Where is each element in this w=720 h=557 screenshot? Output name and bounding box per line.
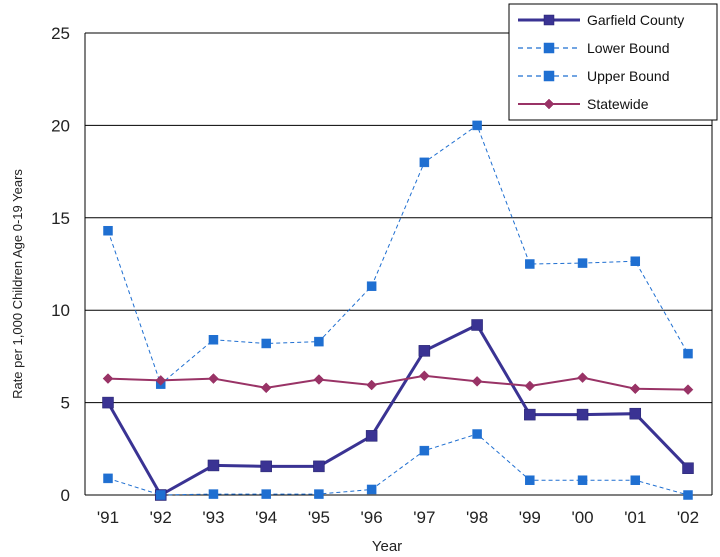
x-tick-label: '92	[150, 508, 172, 527]
x-tick-label: '94	[255, 508, 277, 527]
data-point	[630, 475, 641, 485]
legend-entry: Lower Bound	[518, 40, 670, 56]
data-point	[102, 373, 114, 384]
y-tick-label: 20	[51, 116, 70, 135]
data-point	[472, 429, 482, 439]
data-point	[629, 383, 641, 395]
data-point	[418, 345, 431, 357]
series-garfield-county	[102, 319, 694, 501]
legend-label: Statewide	[587, 96, 649, 112]
y-tick-label: 10	[51, 301, 70, 320]
data-point	[525, 259, 535, 269]
data-point	[314, 489, 324, 499]
data-point	[208, 335, 219, 345]
data-point	[419, 157, 430, 168]
legend-entry: Garfield County	[518, 12, 684, 28]
data-point	[682, 462, 694, 474]
data-point	[155, 375, 167, 386]
legend-marker	[543, 42, 555, 54]
data-point	[365, 430, 378, 442]
data-point	[472, 120, 482, 131]
legend-entry: Statewide	[518, 96, 649, 112]
y-tick-labels: 0 5 10 15 20 25	[51, 24, 70, 505]
x-tick-label: '97	[413, 508, 435, 527]
series-line	[106, 323, 690, 498]
data-point	[314, 336, 324, 347]
series-upper-bound	[103, 120, 693, 389]
y-tick-label: 15	[51, 209, 70, 228]
data-point	[683, 490, 693, 500]
data-point	[261, 338, 271, 349]
data-point	[576, 408, 589, 421]
data-point	[629, 407, 642, 420]
legend-marker	[543, 14, 555, 26]
data-point	[524, 380, 536, 392]
data-point	[103, 473, 113, 484]
legend-label: Upper Bound	[587, 68, 670, 84]
grid-lines	[85, 32, 712, 404]
legend-label: Lower Bound	[587, 40, 670, 56]
y-tick-label: 25	[51, 24, 70, 43]
data-point	[682, 384, 694, 396]
data-point	[102, 396, 114, 409]
data-point	[419, 445, 430, 456]
data-point	[261, 489, 271, 499]
data-point	[208, 373, 219, 384]
x-tick-label: '98	[466, 508, 488, 527]
data-point	[577, 372, 588, 384]
x-tick-label: '99	[519, 508, 541, 527]
legend-entry: Upper Bound	[518, 68, 670, 84]
data-point	[366, 484, 377, 495]
data-point	[630, 256, 641, 266]
series-line	[107, 374, 689, 391]
plot-area	[102, 120, 694, 501]
legend-label: Garfield County	[587, 12, 684, 28]
series-lower-bound	[103, 429, 693, 500]
x-tick-label: '96	[361, 508, 383, 527]
data-point	[471, 375, 483, 387]
data-point	[207, 459, 220, 472]
legend: Garfield County Lower Bound Upper Bound Sta…	[508, 3, 718, 121]
data-point	[103, 225, 113, 236]
y-tick-label: 5	[61, 394, 70, 413]
data-point	[683, 348, 693, 359]
legend-box	[508, 3, 718, 121]
data-point	[208, 489, 219, 499]
data-point	[524, 408, 536, 421]
data-point	[577, 475, 588, 485]
x-axis-label: Year	[372, 538, 402, 555]
y-axis-label: Rate per 1,000 Children Age 0-19 Years	[10, 169, 25, 399]
data-point	[577, 258, 588, 268]
x-tick-label: '00	[571, 508, 593, 527]
x-tick-labels: '91 '92 '93 '94 '95 '96 '97 '98 '99 '00 '01 '02	[97, 508, 699, 527]
series-statewide	[102, 370, 694, 396]
y-tick-label: 0	[61, 486, 70, 505]
x-tick-label: '01	[624, 508, 646, 527]
data-point	[155, 490, 166, 500]
data-point	[471, 319, 483, 331]
legend-marker	[543, 70, 555, 82]
data-point	[419, 370, 430, 382]
data-point	[260, 382, 272, 394]
series-line	[107, 124, 689, 385]
x-tick-label: '95	[308, 508, 330, 527]
data-point	[313, 460, 325, 473]
series-line	[107, 433, 689, 496]
data-point	[313, 374, 325, 385]
data-point	[366, 379, 377, 391]
data-point	[366, 281, 377, 291]
x-tick-label: '91	[97, 508, 119, 527]
legend-marker	[543, 98, 555, 110]
x-tick-label: '02	[677, 508, 699, 527]
x-tick-label: '93	[202, 508, 224, 527]
data-point	[525, 475, 535, 485]
data-point	[260, 460, 272, 473]
